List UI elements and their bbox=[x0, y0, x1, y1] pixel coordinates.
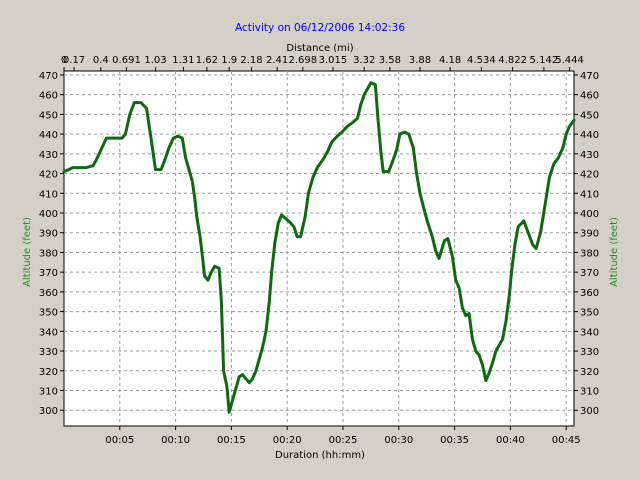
y-tick-label-right: 460 bbox=[580, 91, 599, 102]
x2-tick-label: 3.015 bbox=[319, 55, 348, 66]
x2-tick-label: 2.41 bbox=[266, 55, 288, 66]
y-tick-label-right: 310 bbox=[580, 387, 599, 398]
x2-tick-label: 0.17 bbox=[63, 55, 85, 66]
y-tick-label-right: 390 bbox=[580, 229, 599, 240]
y-tick-label-right: 370 bbox=[580, 268, 599, 279]
x2-tick-label: 0.4 bbox=[93, 55, 109, 66]
x-tick-label: 00:05 bbox=[105, 435, 134, 446]
altitude-axis-label-right: Altitude (feet) bbox=[609, 217, 620, 287]
series-layer bbox=[62, 81, 576, 414]
x2-tick-label: 3.58 bbox=[379, 55, 401, 66]
y-tick-label-left: 300 bbox=[39, 406, 58, 417]
duration-axis-label: Duration (hh:mm) bbox=[275, 450, 365, 461]
altitude-series-line bbox=[62, 81, 576, 414]
x2-tick-label: 4.534 bbox=[467, 55, 496, 66]
x2-tick-label: 5.444 bbox=[555, 55, 584, 66]
y-tick-label-right: 450 bbox=[580, 110, 599, 121]
x-tick-label: 00:45 bbox=[552, 435, 581, 446]
plot-area bbox=[63, 70, 575, 427]
x-tick-label: 00:25 bbox=[329, 435, 358, 446]
y-tick-label-left: 410 bbox=[39, 189, 58, 200]
y-tick-label-left: 380 bbox=[39, 248, 58, 259]
y-tick-label-right: 380 bbox=[580, 248, 599, 259]
x2-tick-label: 1.62 bbox=[196, 55, 218, 66]
x-tick-label: 00:30 bbox=[384, 435, 413, 446]
y-tick-label-left: 440 bbox=[39, 130, 58, 141]
y-tick-label-right: 330 bbox=[580, 347, 599, 358]
x-tick-label: 00:10 bbox=[161, 435, 190, 446]
y-tick-label-left: 460 bbox=[39, 91, 58, 102]
y-tick-label-left: 430 bbox=[39, 150, 58, 161]
y-tick-label-left: 390 bbox=[39, 229, 58, 240]
x2-tick-label: 1.03 bbox=[144, 55, 166, 66]
chart-title: Activity on 06/12/2006 14:02:36 bbox=[235, 22, 405, 34]
distance-axis-label: Distance (mi) bbox=[286, 43, 353, 54]
y-tick-label-right: 400 bbox=[580, 209, 599, 220]
x-tick-label: 00:35 bbox=[440, 435, 469, 446]
y-tick-label-left: 450 bbox=[39, 110, 58, 121]
y-tick-label-left: 360 bbox=[39, 288, 58, 299]
x2-tick-label: 1.9 bbox=[221, 55, 237, 66]
y-tick-label-right: 340 bbox=[580, 327, 599, 338]
y-tick-label-right: 440 bbox=[580, 130, 599, 141]
y-tick-label-left: 350 bbox=[39, 308, 58, 319]
x2-tick-label: 4.822 bbox=[498, 55, 527, 66]
x-tick-label: 00:40 bbox=[496, 435, 525, 446]
x2-tick-label: 5.142 bbox=[530, 55, 559, 66]
x2-tick-label: 0.691 bbox=[112, 55, 141, 66]
y-tick-label-left: 400 bbox=[39, 209, 58, 220]
y-tick-label-right: 320 bbox=[580, 367, 599, 378]
x2-tick-label: 4.18 bbox=[439, 55, 461, 66]
y-tick-label-right: 360 bbox=[580, 288, 599, 299]
y-tick-label-left: 470 bbox=[39, 71, 58, 82]
y-tick-label-left: 320 bbox=[39, 367, 58, 378]
y-tick-label-left: 330 bbox=[39, 347, 58, 358]
x2-tick-label: 2.18 bbox=[240, 55, 262, 66]
x-tick-label: 00:15 bbox=[217, 435, 246, 446]
tick-layer: 300 300 310 310 320 320 330 330 340 340 350 350 360 3… bbox=[39, 55, 599, 446]
y-tick-label-right: 300 bbox=[580, 406, 599, 417]
y-tick-label-left: 340 bbox=[39, 327, 58, 338]
y-tick-label-right: 410 bbox=[580, 189, 599, 200]
altitude-axis-label-left: Altitude (feet) bbox=[22, 217, 33, 287]
x2-tick-label: 1.31 bbox=[172, 55, 194, 66]
x2-tick-label: 0 bbox=[61, 55, 67, 66]
y-tick-label-right: 430 bbox=[580, 150, 599, 161]
x2-tick-label: 3.32 bbox=[353, 55, 375, 66]
grid-layer bbox=[64, 71, 574, 426]
y-tick-label-right: 350 bbox=[580, 308, 599, 319]
y-tick-label-right: 470 bbox=[580, 71, 599, 82]
y-tick-label-left: 420 bbox=[39, 170, 58, 181]
y-tick-label-left: 310 bbox=[39, 387, 58, 398]
x2-tick-label: 2.698 bbox=[288, 55, 317, 66]
y-tick-label-left: 370 bbox=[39, 268, 58, 279]
y-tick-label-right: 420 bbox=[580, 170, 599, 181]
x-tick-label: 00:20 bbox=[273, 435, 302, 446]
x2-tick-label: 3.88 bbox=[409, 55, 431, 66]
